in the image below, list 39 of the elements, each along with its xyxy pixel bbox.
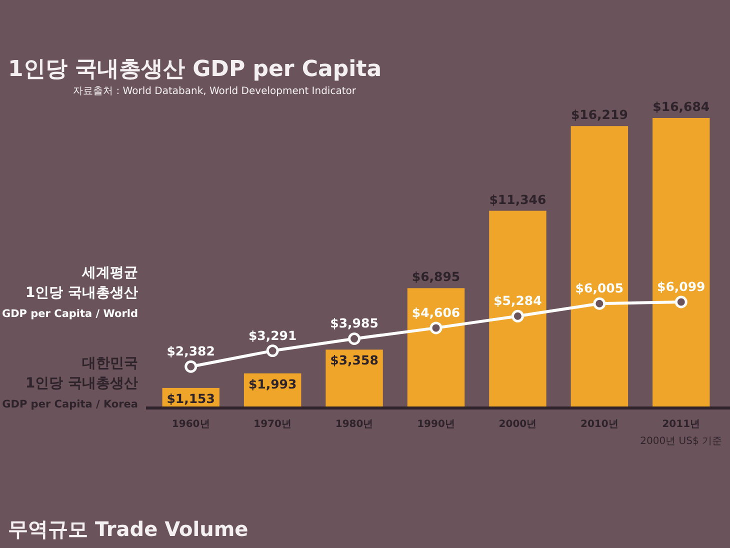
- bar: [407, 288, 465, 408]
- point: [184, 360, 198, 373]
- data-label: $1,153: [166, 390, 215, 406]
- chart-subtitle: 자료출처 : World Databank, World Development Indicator: [73, 86, 357, 97]
- x-tick-label: 1980년: [335, 419, 374, 430]
- bar: [489, 210, 546, 408]
- point: [593, 297, 606, 310]
- data-label: $6,099: [657, 278, 706, 294]
- text: 2000년 US$ 기준: [640, 436, 722, 447]
- data-label: $1,993: [248, 376, 297, 392]
- bar: [326, 350, 383, 408]
- x-tick-label: 2011년: [662, 419, 700, 430]
- data-label: $16,219: [570, 107, 628, 122]
- point: [266, 344, 279, 358]
- text: 무역규모 Trade Volume: [8, 517, 248, 541]
- data-label: $5,284: [494, 293, 542, 308]
- data-label: $4,606: [412, 304, 460, 320]
- text: 세계평균 1인당 국내총생산 GDP per Capita / World: [2, 265, 138, 320]
- point: [674, 296, 688, 308]
- x-tick-label: 2010년: [580, 419, 618, 430]
- point: [430, 322, 442, 334]
- bar: [652, 118, 710, 408]
- bar: [570, 126, 628, 408]
- x-tick-label: 2000년: [498, 419, 537, 430]
- data-label: $2,382: [166, 344, 215, 359]
- data-label: $3,358: [330, 352, 378, 368]
- x-tick-label: 1990년: [417, 419, 455, 430]
- data-label: $3,985: [330, 316, 378, 331]
- data-label: $6,895: [412, 269, 460, 284]
- series-label: 대한민국 1인당 국내총생산 GDP per Capita / Korea: [2, 356, 138, 410]
- data-label: $3,291: [248, 328, 297, 343]
- x-tick-label: 1960년: [172, 419, 210, 430]
- data-label: $6,005: [575, 280, 624, 296]
- data-label: $11,346: [489, 192, 546, 207]
- point: [348, 332, 361, 345]
- data-label: $16,684: [652, 99, 710, 114]
- chart-title: 1인당 국내총생산 GDP per Capita: [8, 57, 382, 82]
- x-tick-label: 1970년: [254, 419, 292, 430]
- point: [511, 310, 524, 322]
